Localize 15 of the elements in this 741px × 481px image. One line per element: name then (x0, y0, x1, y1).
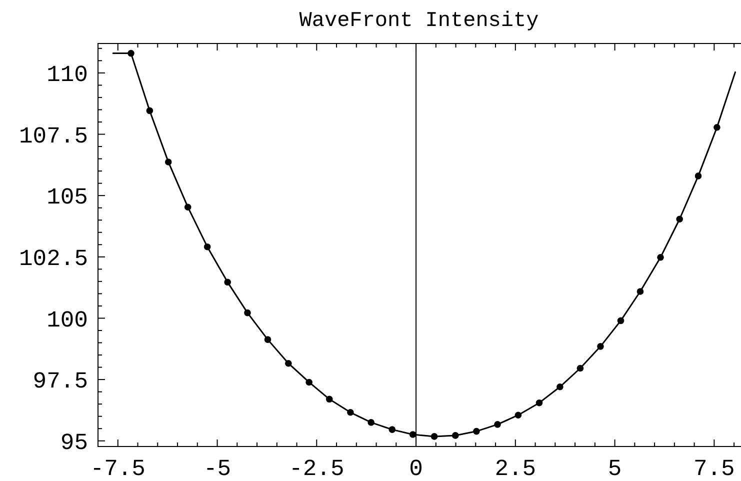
y-tick-label: 95 (60, 430, 88, 456)
x-tick-label: 5 (608, 456, 622, 481)
y-tick-label: 110 (46, 62, 88, 88)
x-tick-label: -5 (203, 456, 232, 481)
y-tick-label: 102.5 (18, 246, 88, 272)
y-tick-label: 100 (46, 307, 88, 334)
y-tick-label: 105 (46, 184, 88, 211)
x-tick-label: 0 (409, 456, 423, 481)
x-tick-label: -2.5 (289, 456, 344, 481)
x-tick-label: 2.5 (494, 456, 536, 481)
x-tick-label: -7.5 (90, 456, 146, 481)
y-tick-label: 107.5 (18, 123, 88, 150)
x-tick-label: 7.5 (693, 456, 735, 481)
y-tick-label: 97.5 (32, 368, 88, 395)
chart-title: WaveFront Intensity (299, 10, 539, 33)
